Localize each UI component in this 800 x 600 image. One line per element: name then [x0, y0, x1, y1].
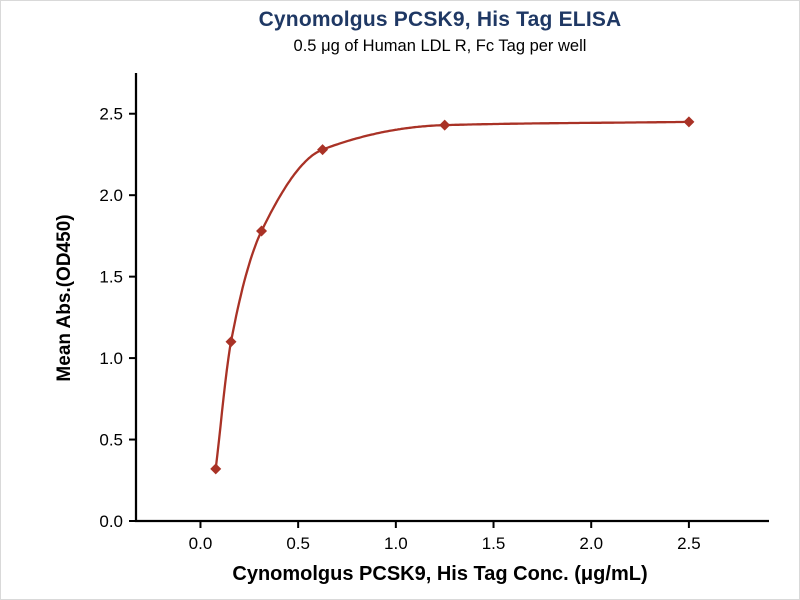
axes [134, 73, 769, 523]
data-point-marker [683, 116, 695, 128]
data-point-marker [256, 225, 268, 237]
y-tick-label: 2.5 [99, 105, 123, 124]
y-tick-label: 0.0 [99, 512, 123, 531]
x-tick-label: 1.5 [482, 534, 506, 553]
x-axis-label: Cynomolgus PCSK9, His Tag Conc. (μg/mL) [232, 563, 648, 585]
y-tick-label: 1.0 [99, 349, 123, 368]
data-point-marker [439, 119, 451, 131]
y-tick-label: 1.5 [99, 268, 123, 287]
x-tick-label: 1.0 [384, 534, 408, 553]
x-tick-label: 2.0 [579, 534, 603, 553]
y-tick-label: 0.5 [99, 431, 123, 450]
x-tick-label: 0.5 [286, 534, 310, 553]
x-tick-label: 0.0 [189, 534, 213, 553]
x-tick-label: 2.5 [677, 534, 701, 553]
y-tick-label: 2.0 [99, 186, 123, 205]
data-point-marker [210, 463, 222, 475]
data-point-marker [225, 336, 237, 348]
chart-subtitle: 0.5 μg of Human LDL R, Fc Tag per well [293, 37, 587, 55]
data-point-marker [317, 144, 329, 156]
fit-curve [214, 120, 691, 471]
chart-title: Cynomolgus PCSK9, His Tag ELISA [258, 8, 622, 31]
